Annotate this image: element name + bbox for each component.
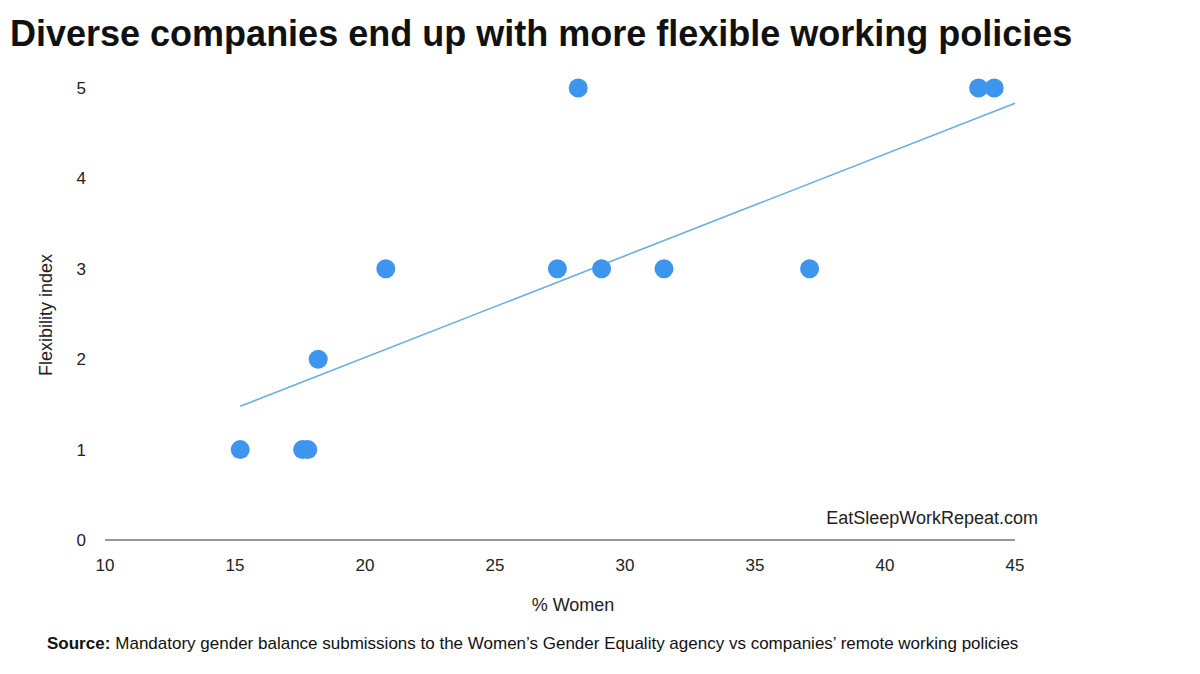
- source-label: Source:: [47, 634, 110, 653]
- x-axis-line: [105, 539, 1015, 540]
- source: Source: Mandatory gender balance submissi…: [47, 634, 1018, 653]
- x-axis-label: % Women: [532, 595, 615, 615]
- scatter-point: [569, 79, 588, 98]
- x-tick-label: 35: [746, 556, 765, 575]
- y-tick-label: 1: [77, 441, 86, 460]
- watermark: EatSleepWorkRepeat.com: [826, 508, 1038, 528]
- scatter-point: [985, 79, 1004, 98]
- scatter-point: [376, 259, 395, 278]
- x-tick-label: 25: [486, 556, 505, 575]
- scatter-point: [231, 440, 250, 459]
- trend-line: [240, 103, 1015, 406]
- x-tick-label: 20: [356, 556, 375, 575]
- chart: Diverse companies end up with more flexi…: [0, 0, 1200, 674]
- x-tick-label: 30: [616, 556, 635, 575]
- scatter-point: [655, 259, 674, 278]
- scatter-point: [548, 259, 567, 278]
- source-text: Mandatory gender balance submissions to …: [115, 634, 1018, 653]
- x-tick-label: 45: [1006, 556, 1025, 575]
- scatter-point: [592, 259, 611, 278]
- x-tick-label: 40: [876, 556, 895, 575]
- y-axis-label: Flexibility index: [36, 254, 56, 376]
- x-tick-label: 15: [226, 556, 245, 575]
- y-tick-label: 3: [77, 260, 86, 279]
- scatter-point: [298, 440, 317, 459]
- scatter-point: [309, 350, 328, 369]
- y-tick-label: 0: [77, 531, 86, 550]
- scatter-point: [800, 259, 819, 278]
- x-tick-label: 10: [96, 556, 115, 575]
- plot-area: [231, 79, 1015, 460]
- y-tick-label: 2: [77, 350, 86, 369]
- y-tick-label: 5: [77, 79, 86, 98]
- title: Diverse companies end up with more flexi…: [10, 13, 1072, 54]
- y-tick-label: 4: [77, 169, 86, 188]
